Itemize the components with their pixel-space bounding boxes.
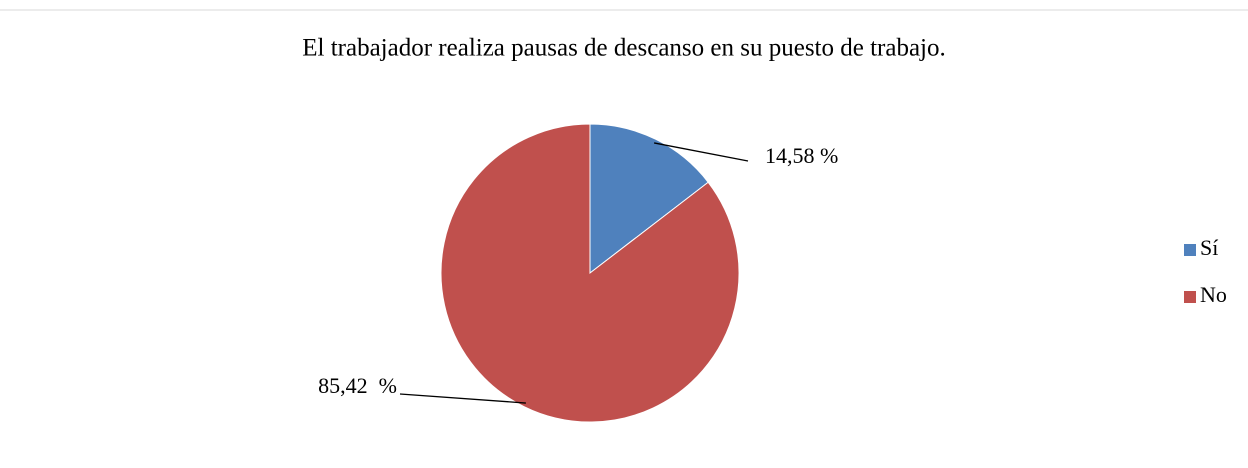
data-label: 14,58 % <box>765 143 838 168</box>
leader-line <box>399 393 526 404</box>
pie-slice <box>589 123 709 275</box>
leader-line <box>653 142 749 162</box>
legend-label: No <box>1200 282 1227 307</box>
legend-swatch <box>1184 244 1196 256</box>
legend-swatch <box>1184 291 1196 303</box>
data-label: 85,42 % <box>318 373 397 398</box>
pie-slice <box>440 123 740 423</box>
legend-label: Sí <box>1200 235 1218 260</box>
chart-title: El trabajador realiza pausas de descanso… <box>302 35 946 62</box>
